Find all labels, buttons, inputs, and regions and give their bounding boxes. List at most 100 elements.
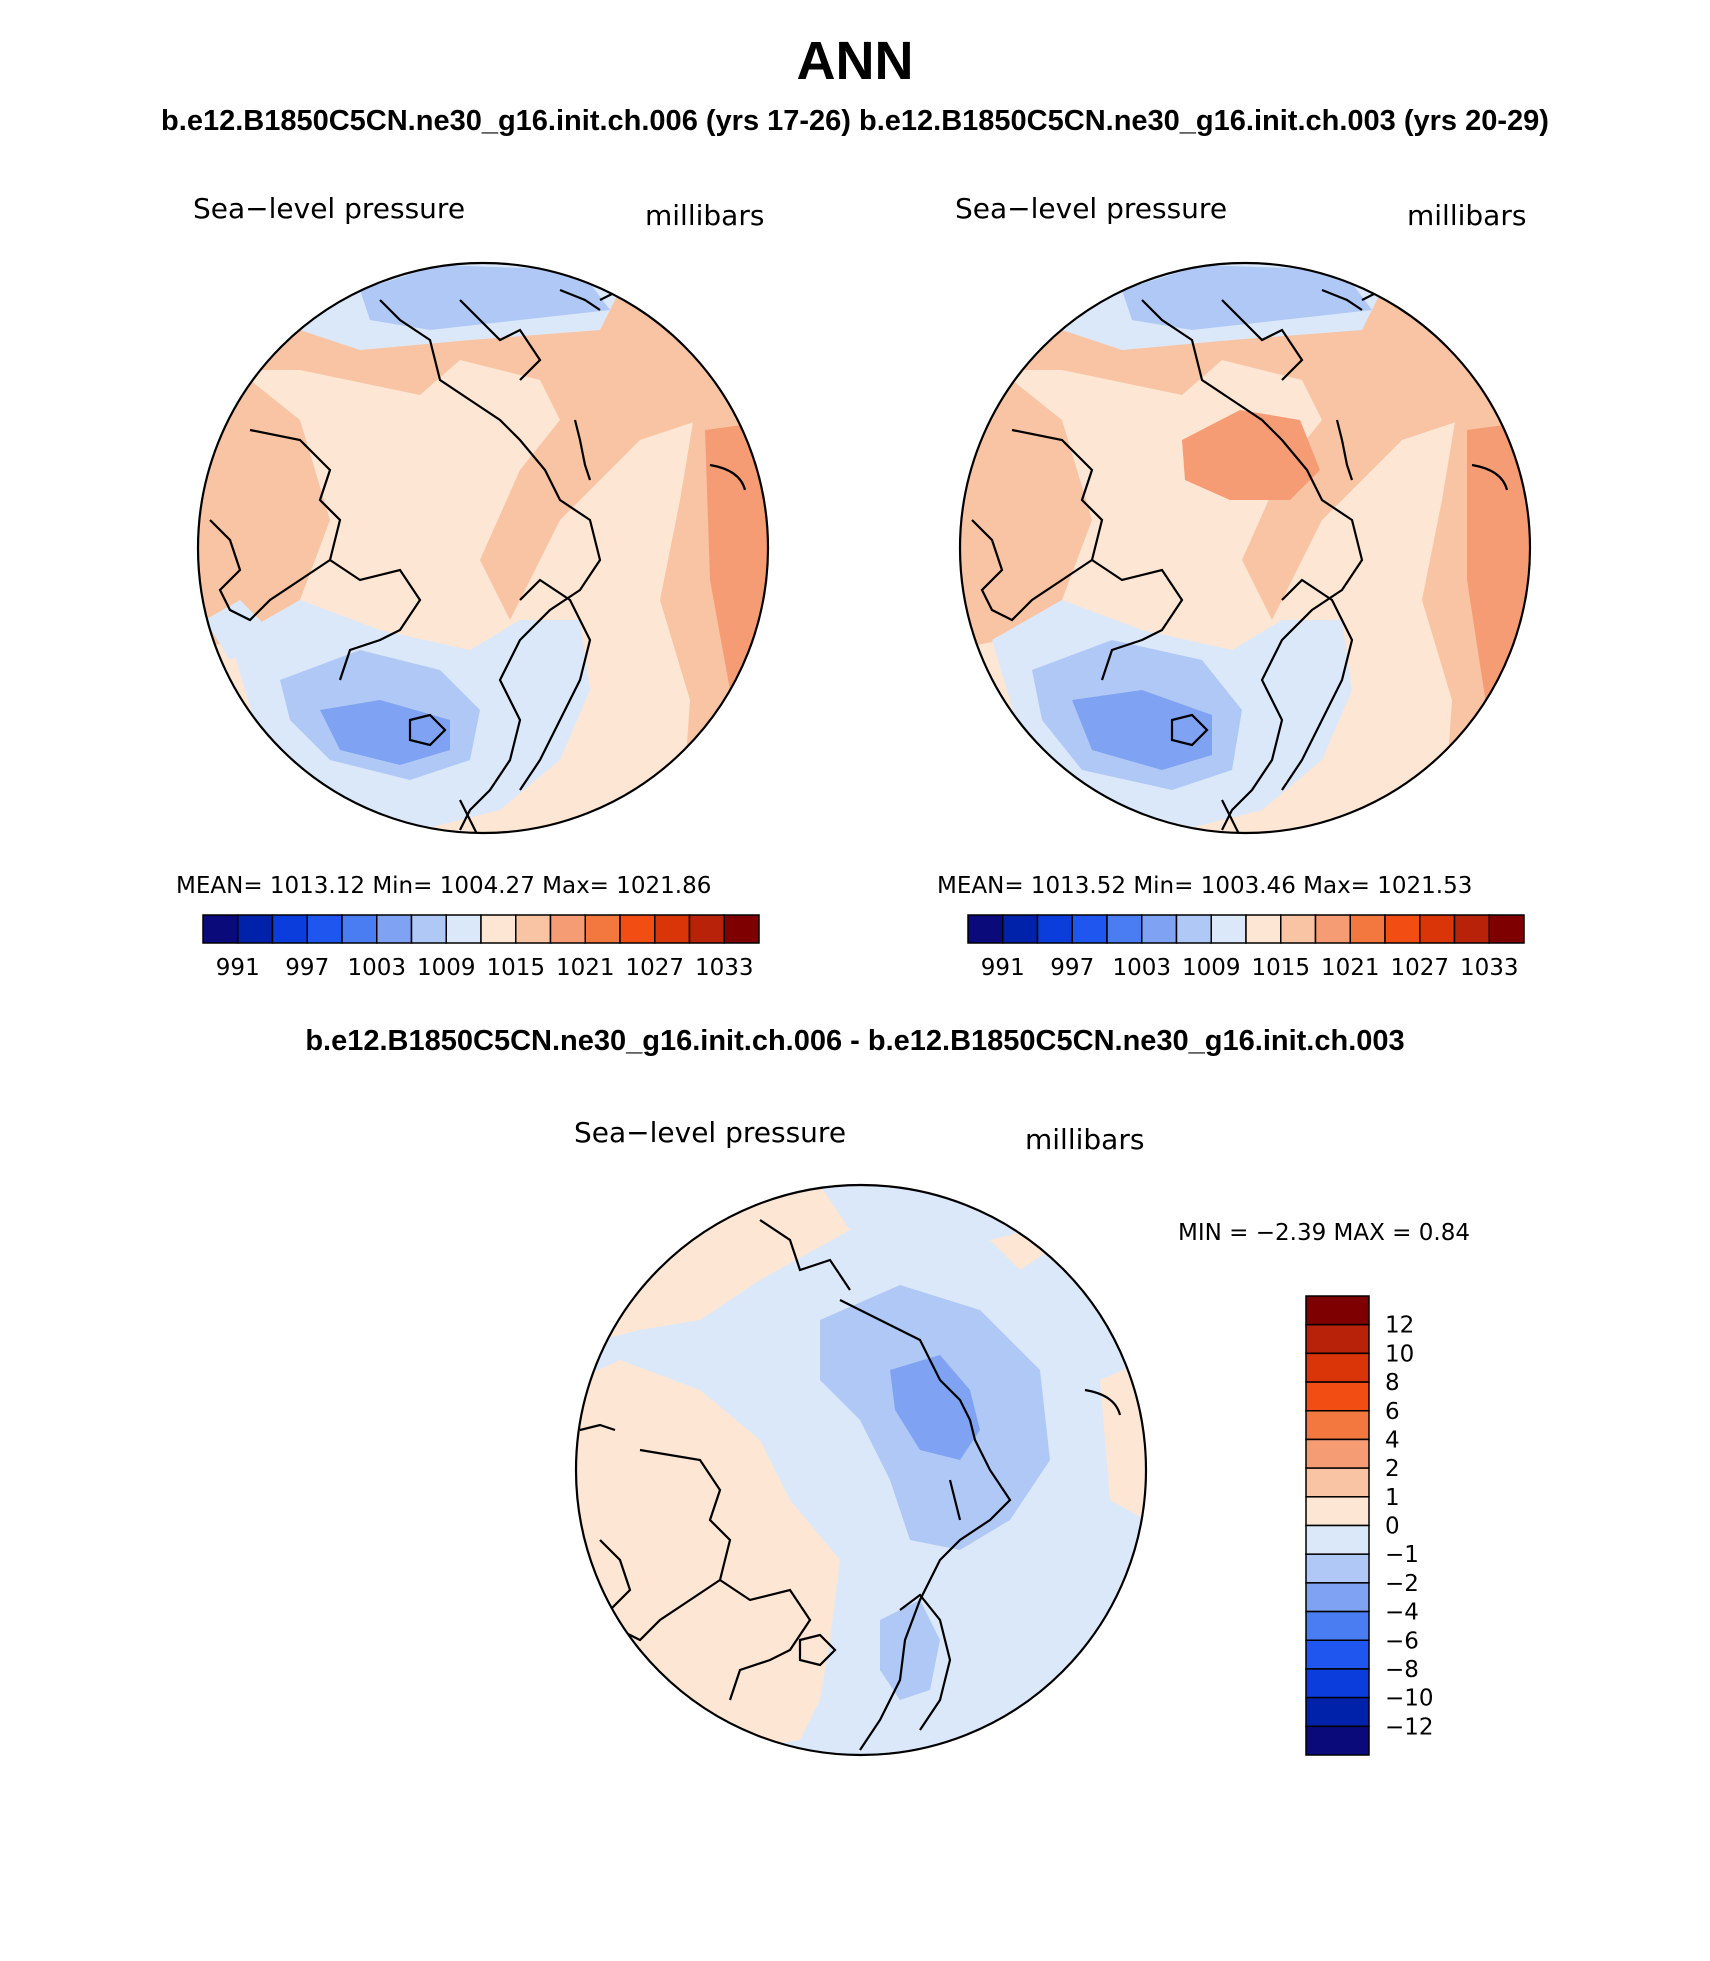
colorbar-tick-label: 0 [1385, 1514, 1400, 1540]
colorbar-swatch [341, 914, 378, 944]
diff-stats: MIN = −2.39 MAX = 0.84 [1178, 1220, 1470, 1246]
map-2-boundary [958, 261, 1532, 835]
colorbar-swatch [1175, 914, 1212, 944]
colorbar-tick-label: 997 [1050, 955, 1094, 981]
colorbar-swatch [306, 914, 343, 944]
colorbar-tick-label: 10 [1385, 1341, 1414, 1367]
colorbar-tick-label: 1021 [1321, 955, 1380, 981]
map-panel-2 [960, 263, 1530, 833]
colorbar-tick-label: −1 [1385, 1542, 1419, 1568]
colorbar-swatch [1305, 1496, 1370, 1527]
panel1-variable-label: Sea−level pressure [193, 192, 466, 225]
coastlines [209, 269, 747, 833]
colorbar-swatch [1305, 1610, 1370, 1641]
map-3-boundary [574, 1183, 1148, 1757]
colorbar-tick-label: −10 [1385, 1686, 1434, 1712]
pressure-contour-icelandic-low [320, 700, 450, 765]
colorbar-tick-label: 1 [1385, 1485, 1400, 1511]
difference-title: b.e12.B1850C5CN.ne30_g16.init.ch.006 - b… [305, 1025, 1405, 1057]
pressure-contour-lower-north [1122, 265, 1372, 330]
pressure-contour-max-arctic [1182, 410, 1320, 500]
colorbar-tick-label: −6 [1385, 1628, 1419, 1654]
panel2-units-label: millibars [1407, 199, 1527, 232]
panel1-units-label: millibars [645, 199, 765, 232]
colorbar-swatch [1305, 1668, 1370, 1699]
colorbar-swatch [584, 914, 621, 944]
pressure-contour-high [960, 263, 1530, 620]
panel2-stats: MEAN= 1013.52 Min= 1003.46 Max= 1021.53 [937, 873, 1473, 899]
colorbar-swatch [445, 914, 482, 944]
colorbar-swatch [1349, 914, 1386, 944]
colorbar-swatch [1305, 1438, 1370, 1469]
colorbar-swatch [1141, 914, 1178, 944]
colorbar-tick-label: 1027 [625, 955, 684, 981]
colorbar-tick-label: 1015 [486, 955, 545, 981]
figure-title: ANN [796, 31, 914, 91]
colorbar-swatch [1305, 1553, 1370, 1584]
diff-contour-negative-scandinavia [880, 1600, 940, 1700]
colorbar-swatch [1002, 914, 1039, 944]
case-titles: b.e12.B1850C5CN.ne30_g16.init.ch.006 (yr… [161, 105, 1549, 137]
colorbar-swatch [1305, 1295, 1370, 1326]
colorbar-tick-label: 12 [1385, 1313, 1414, 1339]
colorbar-swatch [237, 914, 274, 944]
pressure-contour-lower-north [360, 265, 610, 330]
panel1-stats: MEAN= 1013.12 Min= 1004.27 Max= 1021.86 [176, 873, 712, 899]
colorbar-swatch [271, 914, 308, 944]
colorbar-swatch [1305, 1639, 1370, 1670]
colorbar-tick-label: 1021 [556, 955, 615, 981]
map-panel-difference [576, 1185, 1146, 1755]
colorbar-tick-label: 1015 [1251, 955, 1310, 981]
colorbar-swatch [515, 914, 552, 944]
diff-contour-negative-2 [890, 1355, 980, 1460]
colorbar-swatch [1419, 914, 1456, 944]
colorbar-tick-label: 1033 [1460, 955, 1519, 981]
colorbar-swatch [1314, 914, 1351, 944]
colorbar-tick-label: −2 [1385, 1571, 1419, 1597]
colorbar-swatch [1305, 1467, 1370, 1498]
panel2-variable-label: Sea−level pressure [955, 192, 1228, 225]
colorbar-swatch [1071, 914, 1108, 944]
colorbar-swatch [202, 914, 239, 944]
colorbar-swatch [376, 914, 413, 944]
colorbar-tick-label: 4 [1385, 1427, 1400, 1453]
colorbar-tick-label: −12 [1385, 1714, 1434, 1740]
colorbar-swatch [1305, 1410, 1370, 1441]
colorbar-swatch [1305, 1582, 1370, 1613]
diff-units-label: millibars [1025, 1123, 1145, 1156]
colorbar-swatch [619, 914, 656, 944]
diff-variable-label: Sea−level pressure [574, 1116, 847, 1149]
colorbar-swatch [1210, 914, 1247, 944]
colorbar-tick-label: 1003 [1112, 955, 1171, 981]
colorbar-swatch [1305, 1352, 1370, 1383]
colorbar-tick-label: 1009 [1182, 955, 1241, 981]
colorbar-swatch [1453, 914, 1490, 944]
coastlines [971, 269, 1509, 833]
colorbar-tick-label: 1003 [347, 955, 406, 981]
colorbar-swatch [1384, 914, 1421, 944]
colorbar-swatch [723, 914, 760, 944]
colorbar-swatch [1305, 1696, 1370, 1728]
pressure-contour-icelandic-low [1072, 690, 1212, 770]
colorbar-panel-2: 991 997 1003 1009 1015 1021 1027 1033 [967, 914, 1525, 981]
colorbar-swatch [1106, 914, 1143, 944]
colorbar-swatch [1245, 914, 1282, 944]
colorbar-swatch [967, 914, 1004, 944]
colorbar-tick-label: −8 [1385, 1657, 1419, 1683]
colorbar-tick-label: 1009 [417, 955, 476, 981]
map-1-boundary [196, 261, 770, 835]
colorbar-swatch [1305, 1381, 1370, 1412]
colorbar-tick-label: −4 [1385, 1600, 1419, 1626]
colorbar-swatch [1280, 914, 1317, 944]
colorbar-swatch [410, 914, 447, 944]
colorbar-panel-1: 991 997 1003 1009 1015 1021 1027 1033 [202, 914, 760, 981]
colorbar-swatch [688, 914, 725, 944]
colorbar-swatch [1488, 914, 1525, 944]
pressure-contour-high [198, 263, 768, 620]
colorbar-tick-label: 1033 [695, 955, 754, 981]
colorbar-tick-label: 2 [1385, 1456, 1400, 1482]
colorbar-tick-label: 1027 [1390, 955, 1449, 981]
colorbar-tick-label: 6 [1385, 1399, 1400, 1425]
colorbar-swatch [1305, 1323, 1370, 1355]
